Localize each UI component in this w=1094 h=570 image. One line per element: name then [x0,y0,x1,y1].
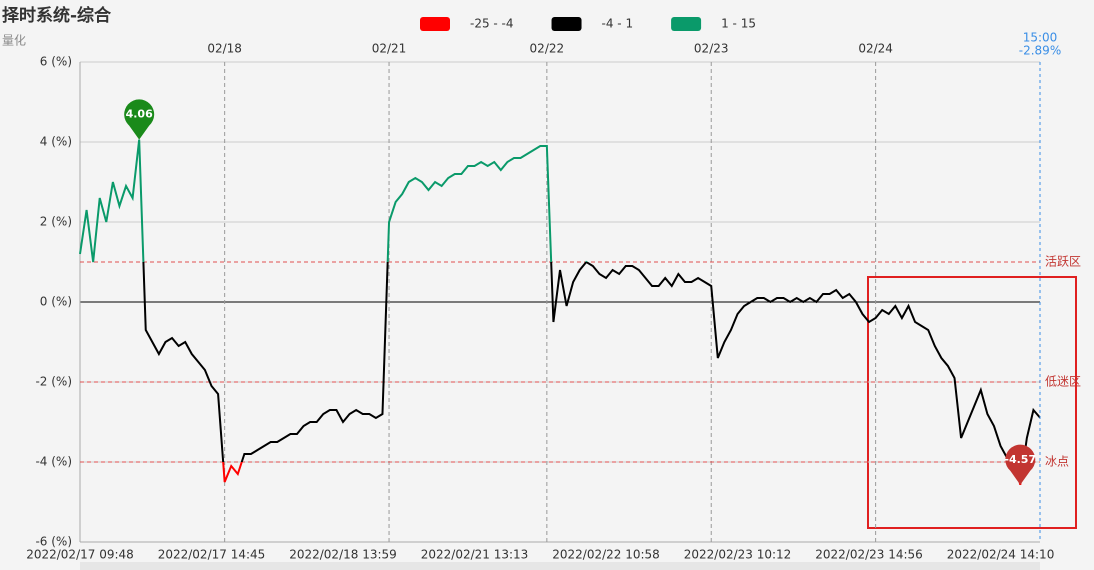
y-tick-label: 2 (%) [40,215,72,229]
pin [1005,444,1036,485]
pin-label: -4.57 [1004,453,1036,466]
y-tick-label: 6 (%) [40,55,72,69]
data-zoom-track[interactable] [80,562,1040,570]
legend-swatch[interactable] [551,17,582,31]
y-tick-label: -4 (%) [35,455,72,469]
legend-label[interactable]: 1 - 15 [721,17,756,31]
highlight-box [867,276,1077,529]
pin-label: 4.06 [126,108,153,121]
mark-point: 4.06 [124,99,155,140]
legend-label[interactable]: -25 - -4 [470,17,514,31]
y-tick-label: 0 (%) [40,295,72,309]
line-series [79,139,1041,486]
pointer-value: -2.89% [1019,44,1061,58]
legend-swatch[interactable] [671,17,702,31]
legend-swatch[interactable] [420,17,450,31]
chart-title: 择时系统-综合 [2,5,112,26]
mark-line-label: 冰点 [1045,455,1069,469]
mark-line-label: 活跃区 [1045,255,1081,269]
pin [124,99,155,140]
legend-label[interactable]: -4 - 1 [602,17,634,31]
x-tick-label: 2022/02/17 14:45 [158,548,266,562]
y-tick-label: -6 (%) [35,535,72,549]
x2-tick-label: 02/23 [694,42,729,56]
y-tick-label: -2 (%) [35,375,72,389]
x-tick-label: 2022/02/24 14:10 [947,548,1055,562]
x-tick-label: 2022/02/21 13:13 [421,548,529,562]
mark-line-label: 低迷区 [1045,375,1081,389]
x2-tick-label: 02/24 [858,42,893,56]
mark-point: -4.57 [1004,444,1036,485]
x-tick-label: 2022/02/22 10:58 [552,548,660,562]
x2-tick-label: 02/22 [530,42,565,56]
x-tick-label: 2022/02/23 14:56 [815,548,923,562]
x-tick-label: 2022/02/18 13:59 [289,548,397,562]
x-tick-label: 2022/02/23 10:12 [684,548,792,562]
x2-tick-label: 02/21 [372,42,407,56]
x2-tick-label: 02/18 [207,42,242,56]
x-tick-label: 2022/02/17 09:48 [26,548,134,562]
chart-subtitle: 量化 [2,34,26,48]
pointer-time: 15:00 [1023,31,1058,45]
y-tick-label: 4 (%) [40,135,72,149]
